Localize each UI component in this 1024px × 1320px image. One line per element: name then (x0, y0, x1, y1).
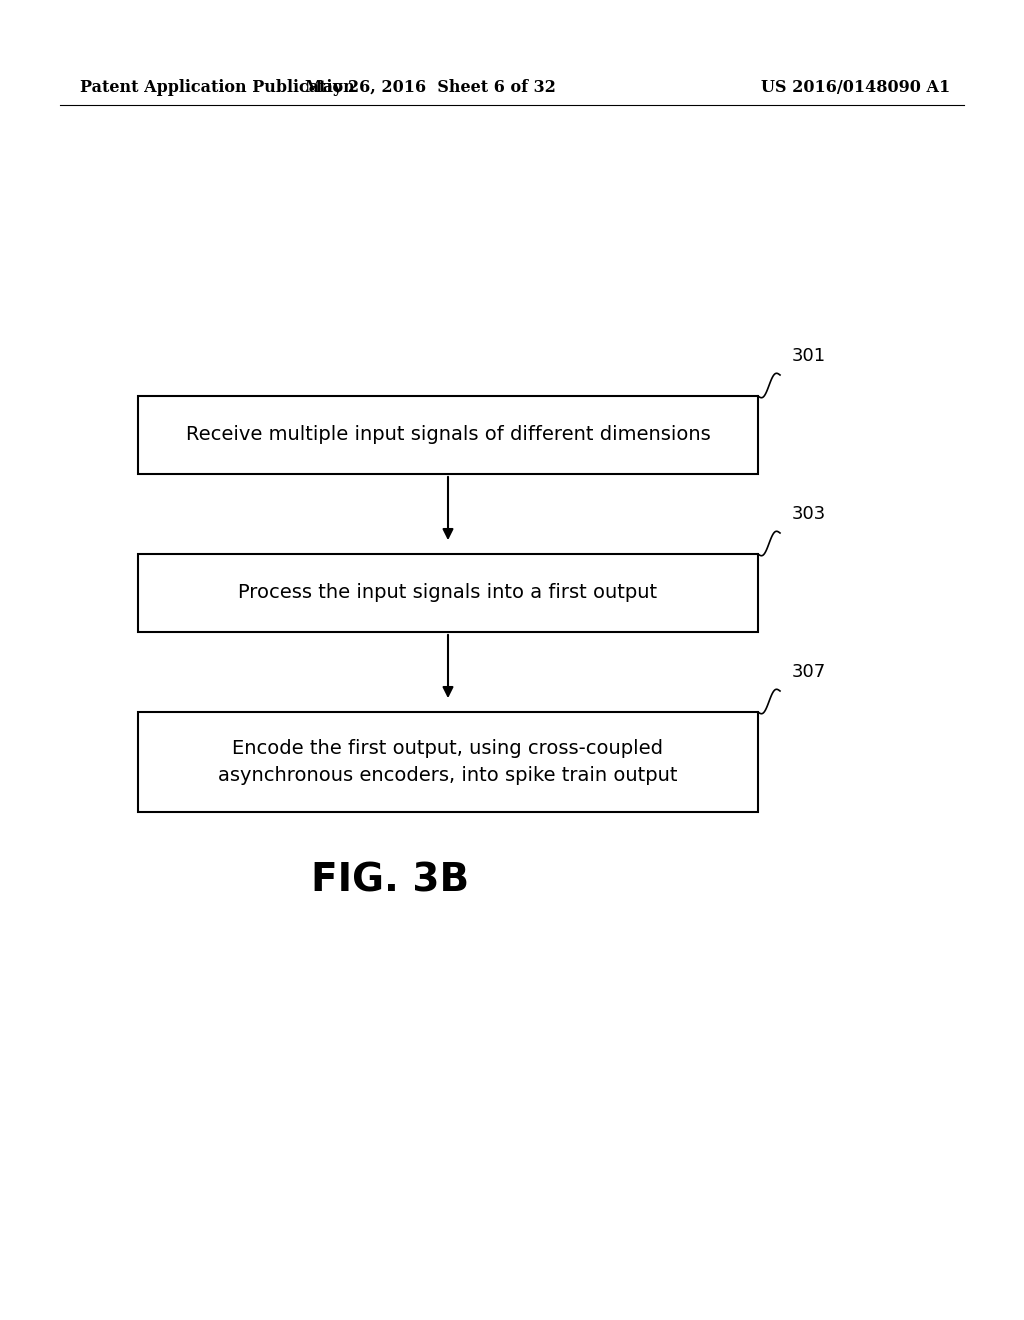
Text: US 2016/0148090 A1: US 2016/0148090 A1 (761, 79, 950, 96)
Text: Patent Application Publication: Patent Application Publication (80, 79, 354, 96)
Bar (138, 396, 758, 474)
Text: Encode the first output, using cross-coupled
asynchronous encoders, into spike t: Encode the first output, using cross-cou… (218, 739, 678, 785)
Text: FIG. 3B: FIG. 3B (311, 861, 469, 899)
Bar (138, 554, 758, 632)
Text: 301: 301 (792, 347, 826, 366)
Text: Receive multiple input signals of different dimensions: Receive multiple input signals of differ… (185, 425, 711, 445)
Bar (138, 711, 758, 812)
Text: Process the input signals into a first output: Process the input signals into a first o… (239, 583, 657, 602)
Text: 307: 307 (792, 663, 826, 681)
Text: 303: 303 (792, 506, 826, 523)
Text: May 26, 2016  Sheet 6 of 32: May 26, 2016 Sheet 6 of 32 (304, 79, 555, 96)
